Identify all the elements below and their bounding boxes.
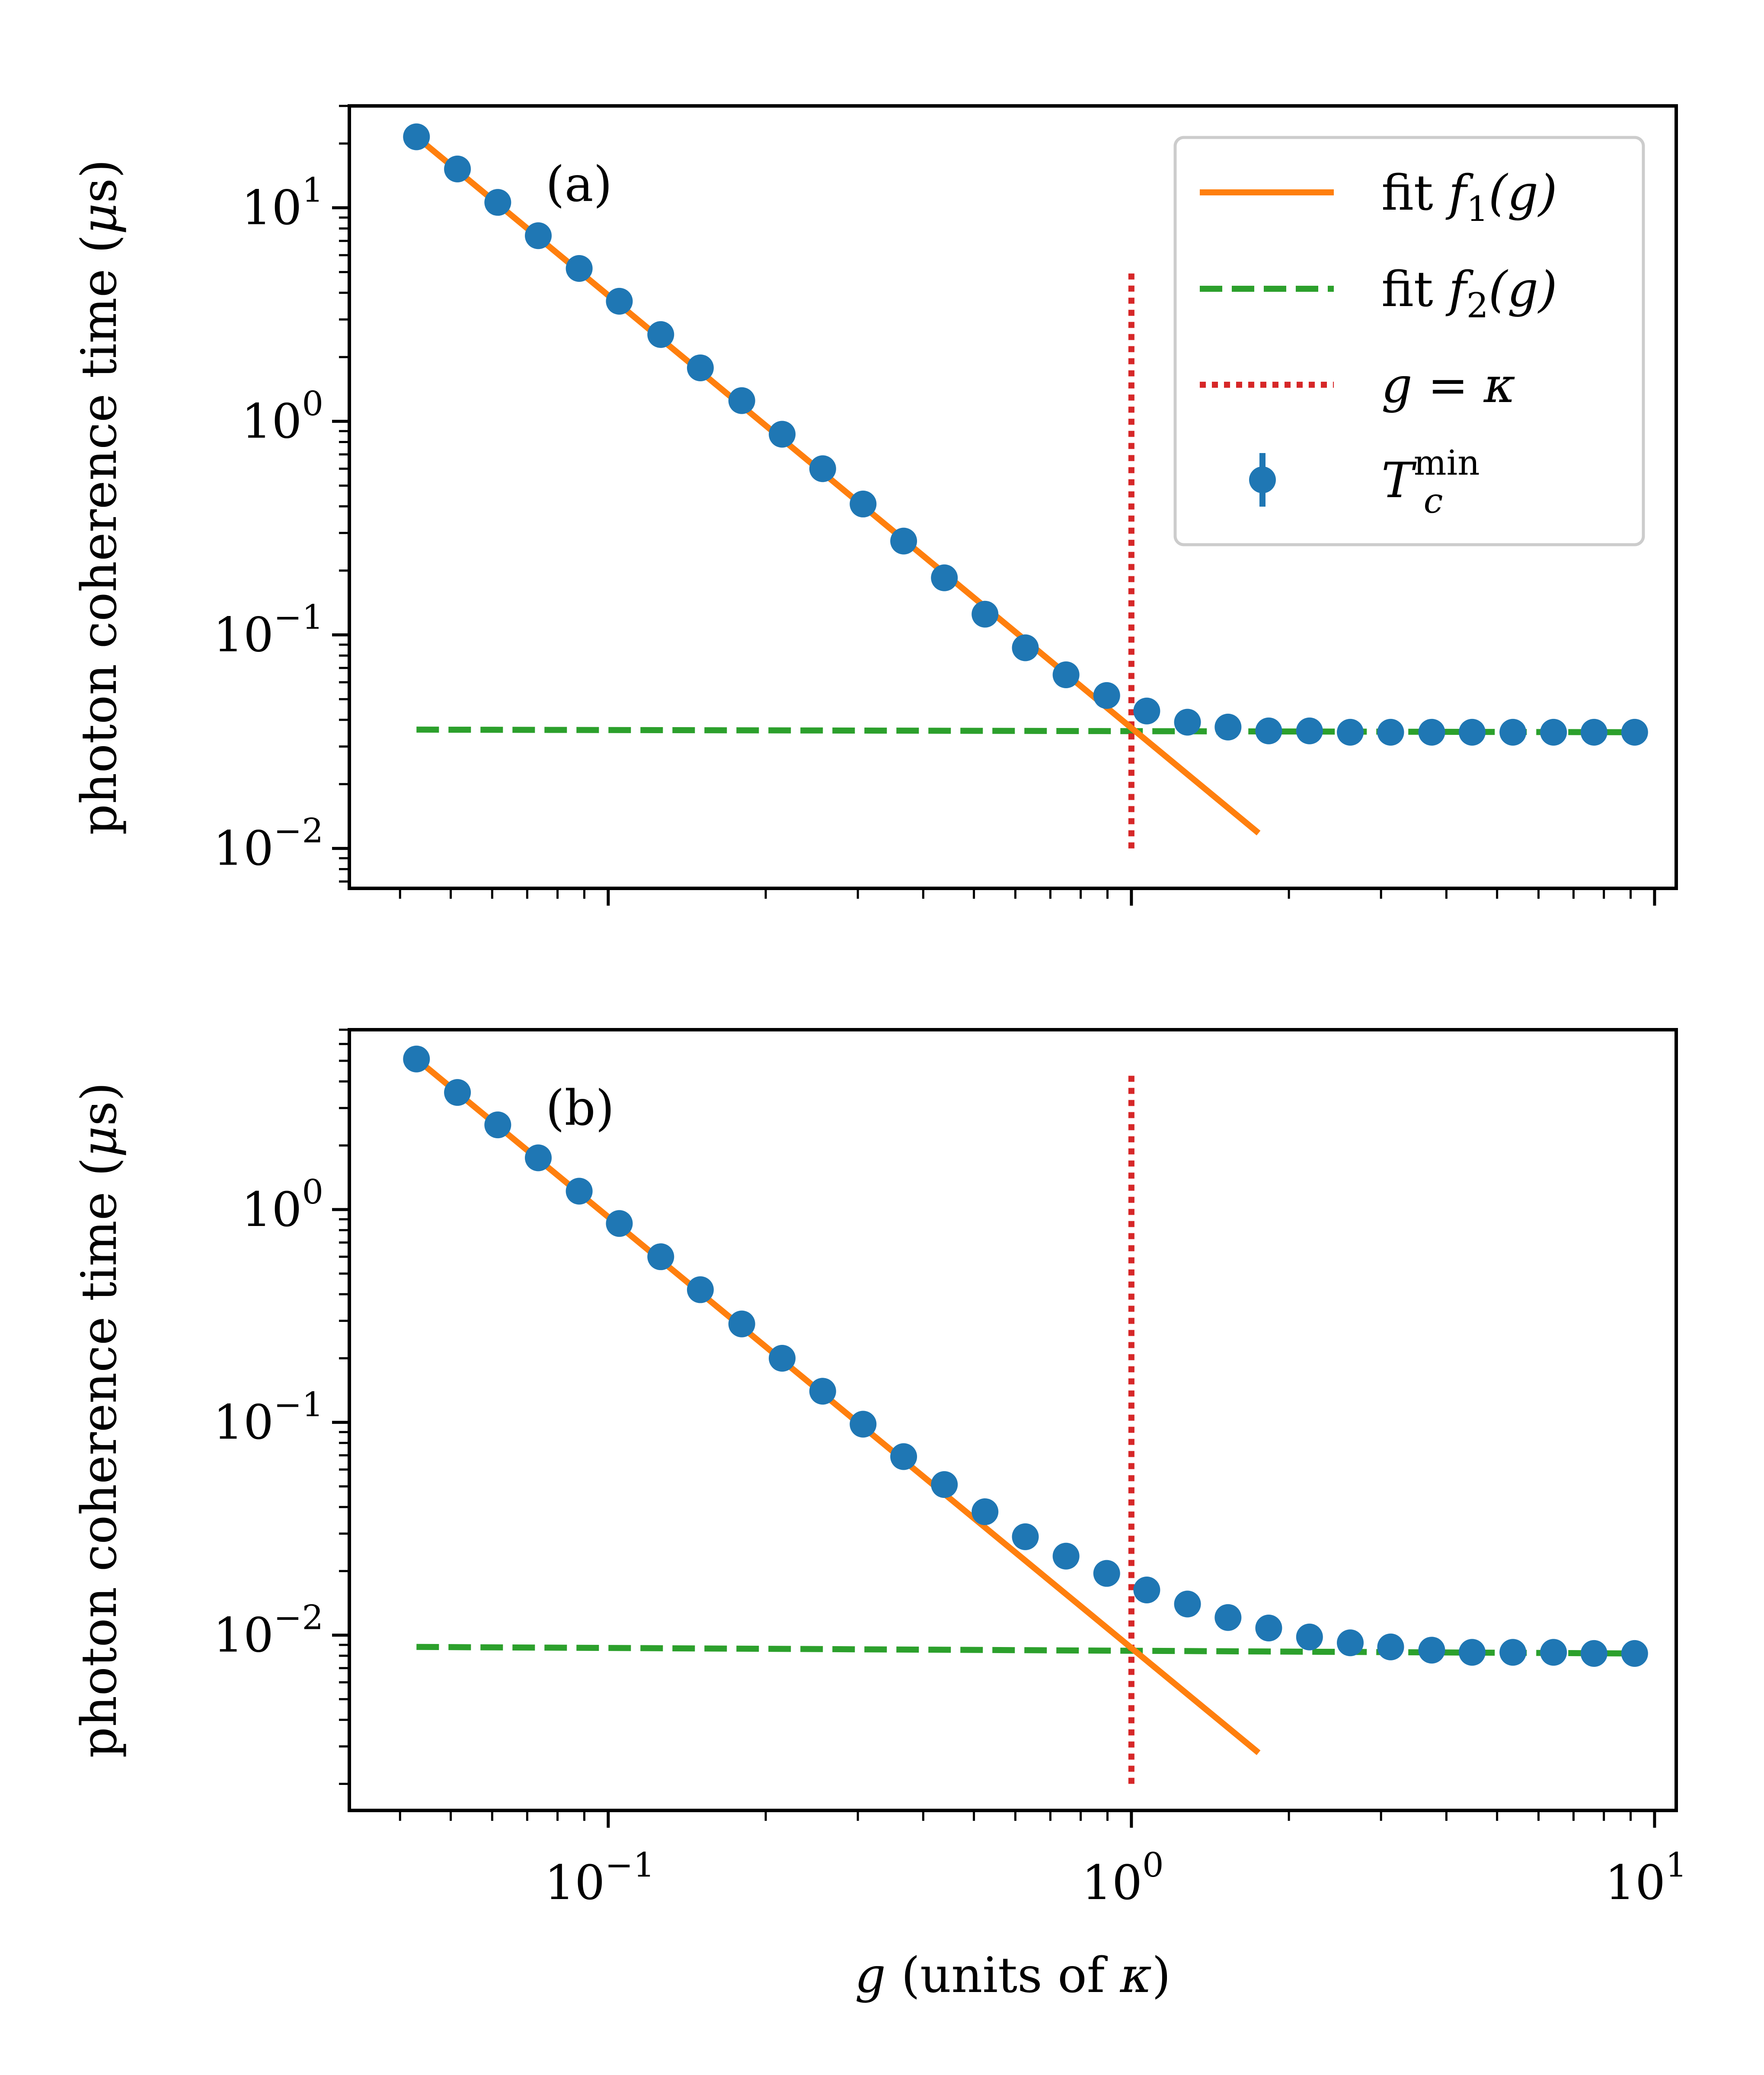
y-axis-title: photon coherence time (μs) <box>71 159 128 835</box>
data-point <box>1377 1633 1404 1660</box>
y-tick-label: 100 <box>241 385 323 449</box>
plot-area <box>403 1045 1648 1784</box>
y-tick-label: 10−2 <box>213 812 323 876</box>
data-point <box>1133 697 1160 725</box>
y-tick-label: 10−1 <box>213 598 323 663</box>
data-point <box>444 1079 471 1106</box>
data-point <box>1621 1640 1648 1667</box>
data-point <box>1580 718 1607 746</box>
plot-area <box>403 123 1648 849</box>
data-point <box>1580 1640 1607 1667</box>
data-point <box>931 1471 958 1498</box>
data-point <box>524 1144 552 1172</box>
data-point <box>769 1345 796 1372</box>
data-point <box>524 222 552 249</box>
data-point <box>1499 1639 1527 1666</box>
panel-b: 100 10−1 10−2 photon coherence time (μs) (b) <box>71 1028 1678 1828</box>
data-point <box>809 455 836 482</box>
data-point <box>809 1378 836 1405</box>
data-point <box>1540 1639 1567 1666</box>
data-point <box>403 1045 430 1073</box>
y-tick-label: 10−2 <box>213 1598 323 1663</box>
data-point <box>1052 1542 1080 1570</box>
panel-label: (a) <box>546 156 612 213</box>
legend-box <box>1173 136 1645 546</box>
data-point <box>728 1310 755 1338</box>
data-point <box>1174 1590 1201 1618</box>
x-tick-label: 101 <box>1605 1846 1687 1910</box>
legend-entry-vline: g = κ <box>1200 358 1515 414</box>
legend-entry-fit2: fit f2(g) <box>1200 262 1557 326</box>
data-point <box>647 1243 674 1271</box>
data-point <box>1458 1639 1486 1666</box>
axes-frame <box>348 1028 1678 1812</box>
data-point <box>606 1210 633 1237</box>
data-point <box>606 287 633 315</box>
axes-frame <box>348 104 1678 890</box>
data-point <box>1052 661 1080 689</box>
y-tick-label: 10−1 <box>213 1385 323 1450</box>
data-point <box>1377 718 1404 746</box>
data-point <box>931 564 958 591</box>
data-point <box>687 1276 714 1303</box>
data-point <box>1012 1523 1039 1550</box>
data-point <box>647 321 674 348</box>
data-point <box>1214 1604 1242 1631</box>
legend-label: g = κ <box>1381 358 1515 414</box>
data-point <box>1296 717 1323 744</box>
data-point <box>850 490 877 517</box>
data-point <box>687 354 714 381</box>
data-point <box>444 155 471 182</box>
data-point <box>1255 717 1282 744</box>
data-point <box>1093 682 1120 709</box>
data-point <box>403 123 430 150</box>
y-tick-label: 100 <box>241 1173 323 1237</box>
panel-a: 101 100 10−1 10−2 photon coherence time (μs)… <box>71 104 1678 906</box>
data-point <box>484 189 511 216</box>
data-point <box>1296 1623 1323 1650</box>
x-axis-title: g (units of κ) <box>855 1947 1171 2004</box>
data-point <box>1214 713 1242 741</box>
data-point <box>484 1111 511 1139</box>
data-point <box>1337 1629 1364 1657</box>
data-point <box>890 1443 917 1470</box>
data-point <box>1540 718 1567 746</box>
fit-f1-line <box>414 1057 1261 1755</box>
data-point <box>971 600 999 628</box>
x-tick-label: 10−1 <box>544 1846 655 1910</box>
data-point <box>1499 718 1527 746</box>
data-point <box>1255 1614 1282 1641</box>
data-point <box>1418 718 1445 746</box>
data-point <box>1133 1577 1160 1604</box>
data-point <box>1093 1560 1120 1587</box>
x-tick-label: 100 <box>1082 1846 1164 1910</box>
data-point <box>890 527 917 555</box>
data-point <box>769 421 796 448</box>
data-point <box>566 255 593 282</box>
legend-entry-points: Tmin c <box>1249 443 1480 521</box>
data-point <box>1458 718 1486 746</box>
fit-f2-line <box>416 1644 1635 1657</box>
data-point <box>971 1498 999 1526</box>
data-point <box>1174 709 1201 736</box>
y-tick-label: 101 <box>241 171 323 236</box>
fit-f2-line <box>416 726 1635 735</box>
data-point <box>850 1411 877 1438</box>
panel-label: (b) <box>546 1080 614 1136</box>
data-point <box>1621 718 1648 746</box>
legend-handle-point <box>1249 466 1276 493</box>
data-point <box>1012 634 1039 661</box>
fit-f1-line <box>414 134 1261 836</box>
data-point <box>1337 718 1364 746</box>
data-point <box>728 387 755 414</box>
data-point <box>566 1178 593 1205</box>
legend-label: Tmin c <box>1381 443 1480 521</box>
y-axis-title: photon coherence time (μs) <box>71 1082 128 1758</box>
data-point <box>1418 1637 1445 1664</box>
legend-label: fit f2(g) <box>1381 262 1557 326</box>
